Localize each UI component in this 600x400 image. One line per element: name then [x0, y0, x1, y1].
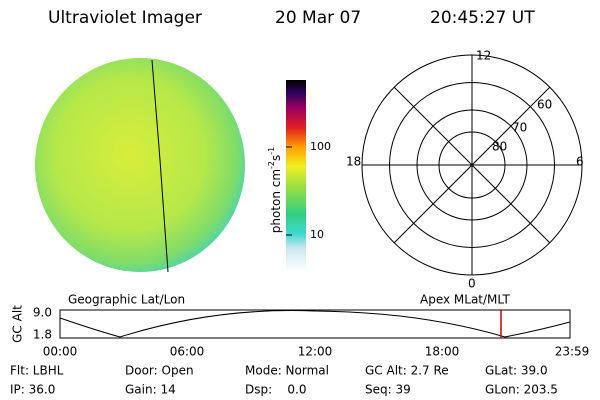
- mlt-label: 18: [346, 155, 361, 169]
- mlt-label: 0: [468, 277, 476, 291]
- terminator-line: [151, 59, 169, 273]
- info-field: GLon: 203.5: [485, 383, 558, 397]
- info-field: Gain: 14: [125, 383, 176, 397]
- uv-image: [35, 58, 245, 272]
- info-field: Flt: LBHL: [10, 364, 64, 378]
- y-tick-label: 1.8: [33, 328, 52, 342]
- time: 20:45:27 UT: [430, 8, 535, 28]
- date: 20 Mar 07: [275, 8, 361, 28]
- x-tick-label: 18:00: [425, 345, 460, 359]
- plot-frame: [59, 309, 571, 339]
- info-field: Seq: 39: [365, 383, 411, 397]
- altitude-curve: [59, 310, 571, 338]
- x-tick-label: 12:00: [298, 345, 333, 359]
- info-field: Dsp: 0.0: [245, 383, 307, 397]
- label-part: photon cm: [269, 169, 283, 233]
- title: Ultraviolet Imager: [48, 8, 202, 28]
- info-field: Door: Open: [125, 364, 194, 378]
- label-part: s: [269, 155, 283, 161]
- colorbar: [286, 80, 306, 272]
- x-tick-label: 06:00: [170, 345, 205, 359]
- x-tick-label: 00:00: [43, 345, 78, 359]
- colorbar-label: photon cm-2s-1: [267, 147, 283, 234]
- label-part: -2: [267, 161, 276, 169]
- plot-title: Geographic Lat/Lon: [68, 293, 185, 307]
- colorbar-tick-label: 100: [310, 140, 331, 153]
- info-field: GLat: 39.0: [485, 364, 548, 378]
- plot-title: Apex MLat/MLT: [420, 293, 510, 307]
- lat-label: 60: [537, 98, 552, 112]
- polar-grid: [361, 54, 583, 276]
- info-panel: Flt: LBHL Door: Open Mode: Normal GC Alt: 2…: [10, 364, 558, 397]
- mlt-label: 6: [576, 155, 584, 169]
- mlt-label: 12: [476, 49, 491, 63]
- info-field: IP: 36.0: [10, 383, 55, 397]
- label-part: -1: [267, 147, 276, 155]
- lat-label: 70: [512, 121, 527, 135]
- lat-label: 80: [492, 140, 507, 154]
- x-tick-label: 23:59: [555, 345, 590, 359]
- info-field: GC Alt: 2.7 Re: [365, 364, 449, 378]
- y-tick-label: 9.0: [33, 306, 52, 320]
- info-field: Mode: Normal: [245, 364, 329, 378]
- colorbar-tick-label: 10: [310, 228, 324, 241]
- y-axis-label: GC Alt: [11, 305, 25, 343]
